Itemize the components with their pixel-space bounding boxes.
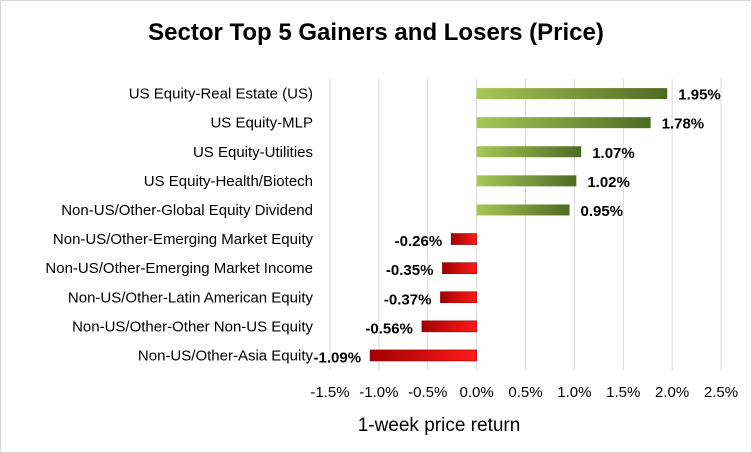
- category-label: Non-US/Other-Latin American Equity: [68, 289, 314, 306]
- category-label: Non-US/Other-Emerging Market Equity: [53, 231, 314, 248]
- bar: [421, 320, 477, 333]
- data-label: -0.56%: [365, 320, 413, 337]
- label-layer: -1.5% -1.0% -0.5% 0.0% 0.5% 1.0% 1.5% 2.0% 2.5% U…: [45, 86, 738, 401]
- x-tick-label: 0.5%: [508, 384, 542, 401]
- x-tick-label: 0.0%: [460, 384, 494, 401]
- data-label: 1.02%: [587, 174, 630, 191]
- data-label: 1.07%: [592, 145, 635, 162]
- data-label: 1.95%: [678, 87, 721, 104]
- bar: [476, 146, 582, 158]
- bar-layer: [369, 88, 668, 362]
- chart-title: Sector Top 5 Gainers and Losers (Price): [148, 19, 604, 46]
- category-label: Non-US/Other-Other Non-US Equity: [72, 318, 313, 335]
- bar: [476, 204, 570, 216]
- category-label: Non-US/Other-Emerging Market Income: [45, 260, 313, 277]
- category-label: Non-US/Other-Global Equity Dividend: [61, 202, 313, 219]
- x-tick-label: 2.5%: [704, 384, 738, 401]
- bar: [369, 349, 477, 362]
- x-tick-label: -1.0%: [359, 384, 398, 401]
- data-label: 0.95%: [580, 203, 623, 220]
- x-tick-label: -1.5%: [310, 384, 349, 401]
- category-label: US Equity-Utilities: [193, 144, 313, 161]
- data-label: -1.09%: [314, 349, 362, 366]
- x-tick-label: -0.5%: [408, 384, 447, 401]
- data-label: 1.78%: [662, 116, 705, 133]
- bar: [476, 175, 577, 187]
- data-label: -0.26%: [395, 233, 443, 250]
- bar: [440, 291, 477, 304]
- bar: [476, 117, 651, 129]
- x-tick-label: 1.5%: [606, 384, 640, 401]
- bar: [442, 262, 477, 274]
- category-label: US Equity-Health/Biotech: [144, 173, 313, 190]
- x-tick-label: 1.0%: [557, 384, 591, 401]
- bar: [450, 233, 477, 245]
- x-tick-label: 2.0%: [655, 384, 689, 401]
- category-label: US Equity-Real Estate (US): [129, 86, 313, 103]
- category-label: US Equity-MLP: [210, 115, 313, 132]
- x-axis-title: 1-week price return: [358, 415, 521, 436]
- bar: [476, 88, 668, 100]
- data-label: -0.37%: [384, 291, 432, 308]
- data-label: -0.35%: [386, 262, 434, 279]
- category-label: Non-US/Other-Asia Equity: [138, 347, 314, 364]
